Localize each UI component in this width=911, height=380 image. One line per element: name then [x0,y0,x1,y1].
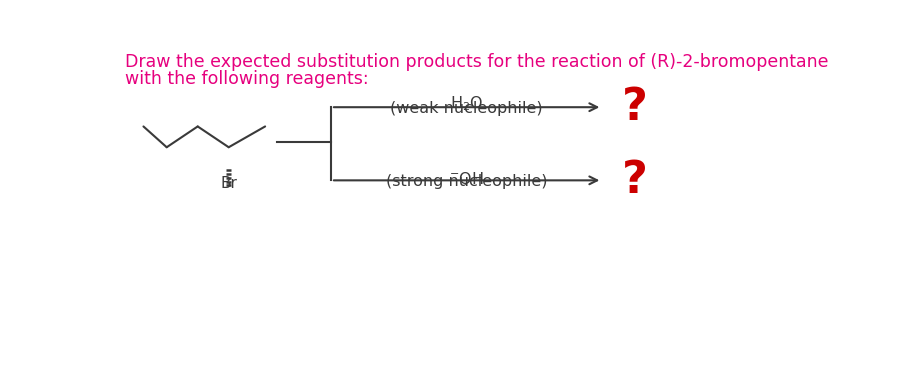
Text: with the following reagents:: with the following reagents: [125,70,368,88]
Text: ?: ? [621,159,647,202]
Text: (strong nucleophile): (strong nucleophile) [385,174,547,189]
Text: Br: Br [220,176,237,191]
Text: ?: ? [621,86,647,129]
Text: H$_{2}$O: H$_{2}$O [449,95,483,113]
Text: Draw the expected substitution products for the reaction of (R)-2-bromopentane: Draw the expected substitution products … [125,53,827,71]
Text: $^{-}$OH: $^{-}$OH [448,171,484,187]
Text: (weak nucleophile): (weak nucleophile) [390,101,542,116]
